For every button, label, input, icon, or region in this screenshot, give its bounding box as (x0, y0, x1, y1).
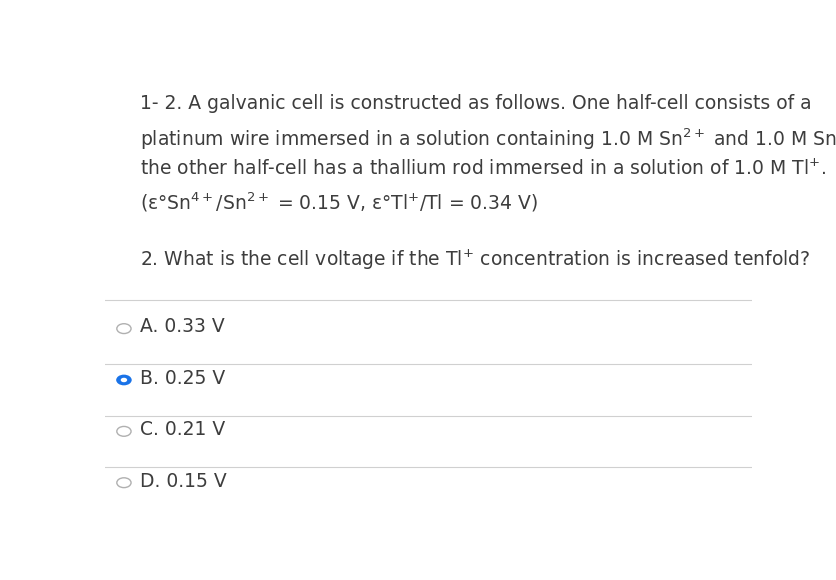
Circle shape (120, 378, 127, 382)
Text: C. 0.21 V: C. 0.21 V (140, 420, 226, 439)
Text: the other half-cell has a thallium rod immersed in a solution of 1.0 M Tl$^{+}$.: the other half-cell has a thallium rod i… (140, 158, 826, 179)
Text: platinum wire immersed in a solution containing 1.0 M Sn$^{2+}$ and 1.0 M Sn$^{4: platinum wire immersed in a solution con… (140, 126, 836, 152)
Text: 2. What is the cell voltage if the Tl$^{+}$ concentration is increased tenfold?: 2. What is the cell voltage if the Tl$^{… (140, 248, 811, 273)
Text: B. 0.25 V: B. 0.25 V (140, 369, 226, 388)
Text: 1- 2. A galvanic cell is constructed as follows. One half-cell consists of a: 1- 2. A galvanic cell is constructed as … (140, 94, 812, 113)
Text: (ε°Sn$^{4+}$/Sn$^{2+}$ = 0.15 V, ε°Tl$^{+}$/Tl = 0.34 V): (ε°Sn$^{4+}$/Sn$^{2+}$ = 0.15 V, ε°Tl$^{… (140, 191, 538, 214)
Circle shape (116, 375, 132, 385)
Text: A. 0.33 V: A. 0.33 V (140, 317, 225, 336)
Text: D. 0.15 V: D. 0.15 V (140, 472, 227, 491)
